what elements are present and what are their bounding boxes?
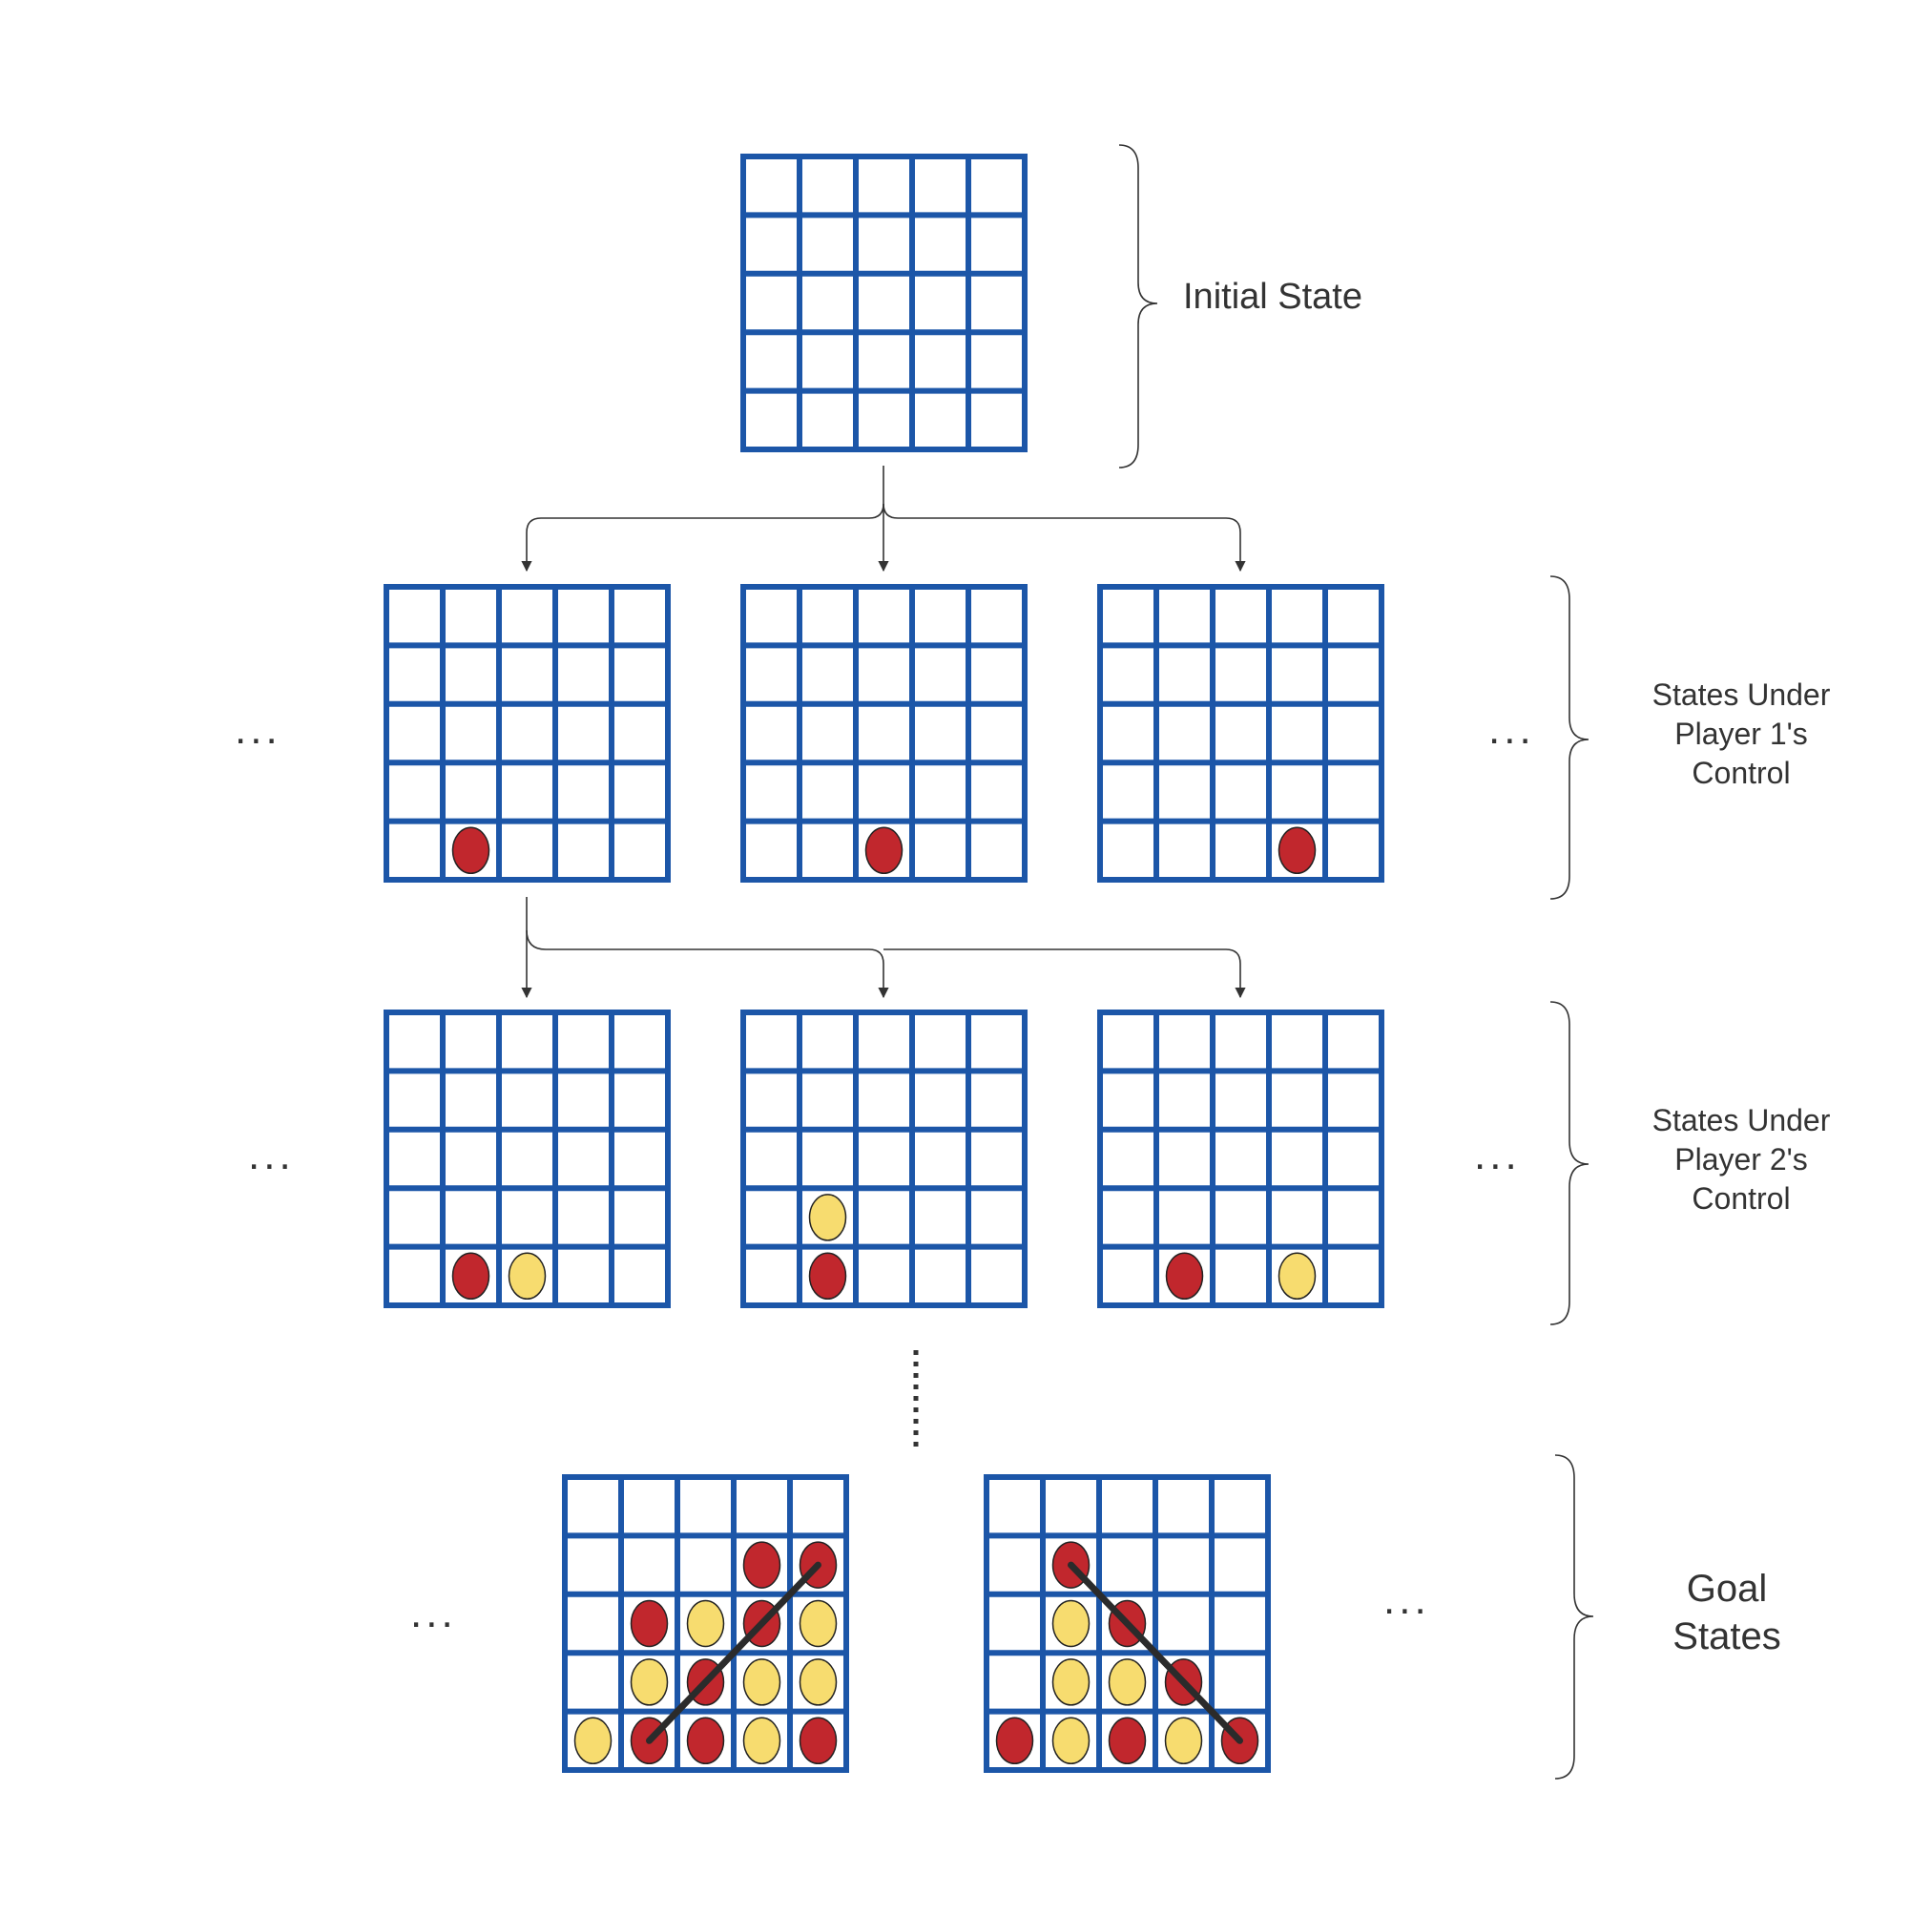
board-frame (740, 1010, 1028, 1308)
yellow-piece (799, 1658, 838, 1706)
yellow-piece (1278, 1252, 1317, 1301)
board-goal-state-a (562, 1474, 849, 1773)
ellipsis-p1-left: ... (235, 706, 281, 753)
yellow-piece (742, 1717, 781, 1765)
ellipsis-goal-left: ... (410, 1590, 457, 1636)
connectors-p1-a (521, 897, 1246, 999)
board-player1-state-a (384, 584, 671, 883)
yellow-piece (808, 1194, 847, 1241)
yellow-piece (1051, 1717, 1091, 1765)
arrow-p1-a-to-p2-c (883, 948, 1246, 999)
yellow-piece (630, 1658, 669, 1706)
red-piece (1165, 1252, 1204, 1301)
yellow-piece (1051, 1599, 1091, 1648)
brace-initial (1118, 144, 1158, 469)
board-initial-state (740, 154, 1028, 452)
yellow-piece (1108, 1658, 1147, 1706)
connectors-initial (521, 466, 1246, 573)
board-frame (1097, 1010, 1384, 1308)
red-piece (1108, 1717, 1147, 1765)
label-initial-state: Initial State (1183, 277, 1362, 317)
red-piece (808, 1252, 847, 1301)
board-player2-state-b (740, 1010, 1028, 1308)
red-piece (864, 826, 904, 875)
red-piece (995, 1717, 1034, 1765)
winning-line (646, 1561, 821, 1744)
winning-line (1068, 1561, 1243, 1744)
board-player1-state-c (1097, 584, 1384, 883)
ellipsis-p1-right: ... (1488, 706, 1535, 753)
arrow-initial-to-p1-c (883, 503, 1246, 573)
board-frame (1097, 584, 1384, 883)
red-piece (451, 826, 490, 875)
board-frame (740, 154, 1028, 452)
label-player1-control: States Under Player 1's Control (1652, 677, 1831, 790)
yellow-piece (799, 1599, 838, 1648)
red-piece (1278, 826, 1317, 875)
ellipsis-p2-left: ... (248, 1132, 295, 1178)
red-piece (630, 1599, 669, 1648)
arrow-initial-to-p1-a (521, 503, 884, 573)
ellipsis-p2-right: ... (1474, 1132, 1521, 1178)
brace-player1 (1549, 575, 1589, 900)
brace-player2 (1549, 1001, 1589, 1325)
red-piece (451, 1252, 490, 1301)
board-player2-state-a (384, 1010, 671, 1308)
yellow-piece (573, 1717, 613, 1765)
yellow-piece (508, 1252, 547, 1301)
board-player2-state-c (1097, 1010, 1384, 1308)
yellow-piece (742, 1658, 781, 1706)
yellow-piece (1164, 1717, 1203, 1765)
board-player1-state-b (740, 584, 1028, 883)
brace-goal (1554, 1454, 1594, 1780)
yellow-piece (686, 1599, 725, 1648)
yellow-piece (1051, 1658, 1091, 1706)
board-goal-state-b (984, 1474, 1271, 1773)
ellipsis-goal-right: ... (1383, 1576, 1430, 1623)
label-goal-states: Goal States (1672, 1568, 1781, 1657)
red-piece (686, 1717, 725, 1765)
label-player2-control: States Under Player 2's Control (1652, 1103, 1831, 1216)
red-piece (742, 1541, 781, 1589)
board-frame (384, 584, 671, 883)
red-piece (799, 1717, 838, 1765)
arrow-p1-a-to-p2-b (526, 929, 889, 999)
